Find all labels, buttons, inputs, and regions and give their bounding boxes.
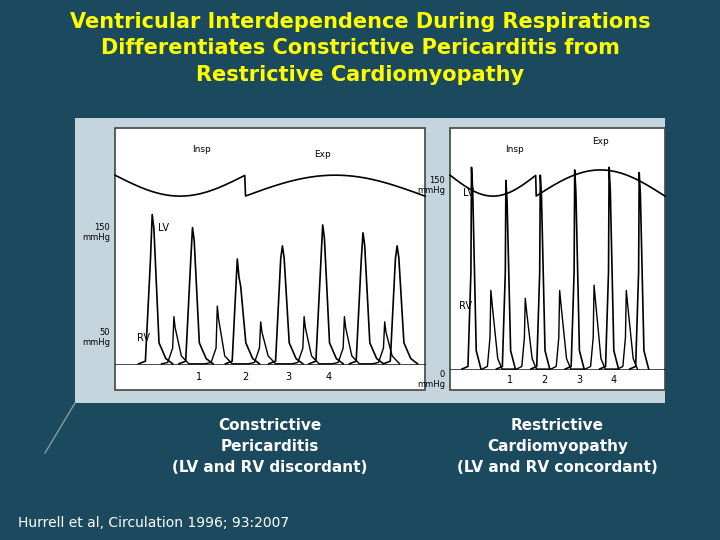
Text: Insp: Insp (505, 145, 524, 154)
Text: 0
mmHg: 0 mmHg (417, 370, 445, 389)
Text: 3: 3 (286, 372, 292, 382)
Text: Insp: Insp (192, 145, 211, 154)
Text: RV: RV (137, 333, 150, 342)
Text: LV: LV (158, 222, 169, 233)
Text: 1: 1 (196, 372, 202, 382)
Text: 150
mmHg: 150 mmHg (417, 176, 445, 195)
Text: Hurrell et al, Circulation 1996; 93:2007: Hurrell et al, Circulation 1996; 93:2007 (18, 516, 289, 530)
Text: 50
mmHg: 50 mmHg (82, 328, 110, 347)
Bar (75, 118, 665, 403)
Text: 150
mmHg: 150 mmHg (82, 223, 110, 242)
Text: 1: 1 (507, 375, 513, 385)
Text: Ventricular Interdependence During Respirations
Differentiates Constrictive Peri: Ventricular Interdependence During Respi… (70, 12, 650, 85)
Text: 4: 4 (326, 372, 332, 382)
Text: RV: RV (459, 301, 472, 311)
Text: 2: 2 (242, 372, 248, 382)
Bar (115, 128, 425, 390)
Text: LV: LV (463, 188, 474, 199)
Text: 2: 2 (541, 375, 548, 385)
Bar (450, 128, 665, 390)
Text: Exp: Exp (592, 137, 609, 146)
Text: Exp: Exp (315, 151, 331, 159)
Text: 3: 3 (576, 375, 582, 385)
Text: 4: 4 (611, 375, 616, 385)
Text: Constrictive
Pericarditis
(LV and RV discordant): Constrictive Pericarditis (LV and RV dis… (172, 418, 368, 475)
Text: Restrictive
Cardiomyopathy
(LV and RV concordant): Restrictive Cardiomyopathy (LV and RV co… (457, 418, 658, 475)
